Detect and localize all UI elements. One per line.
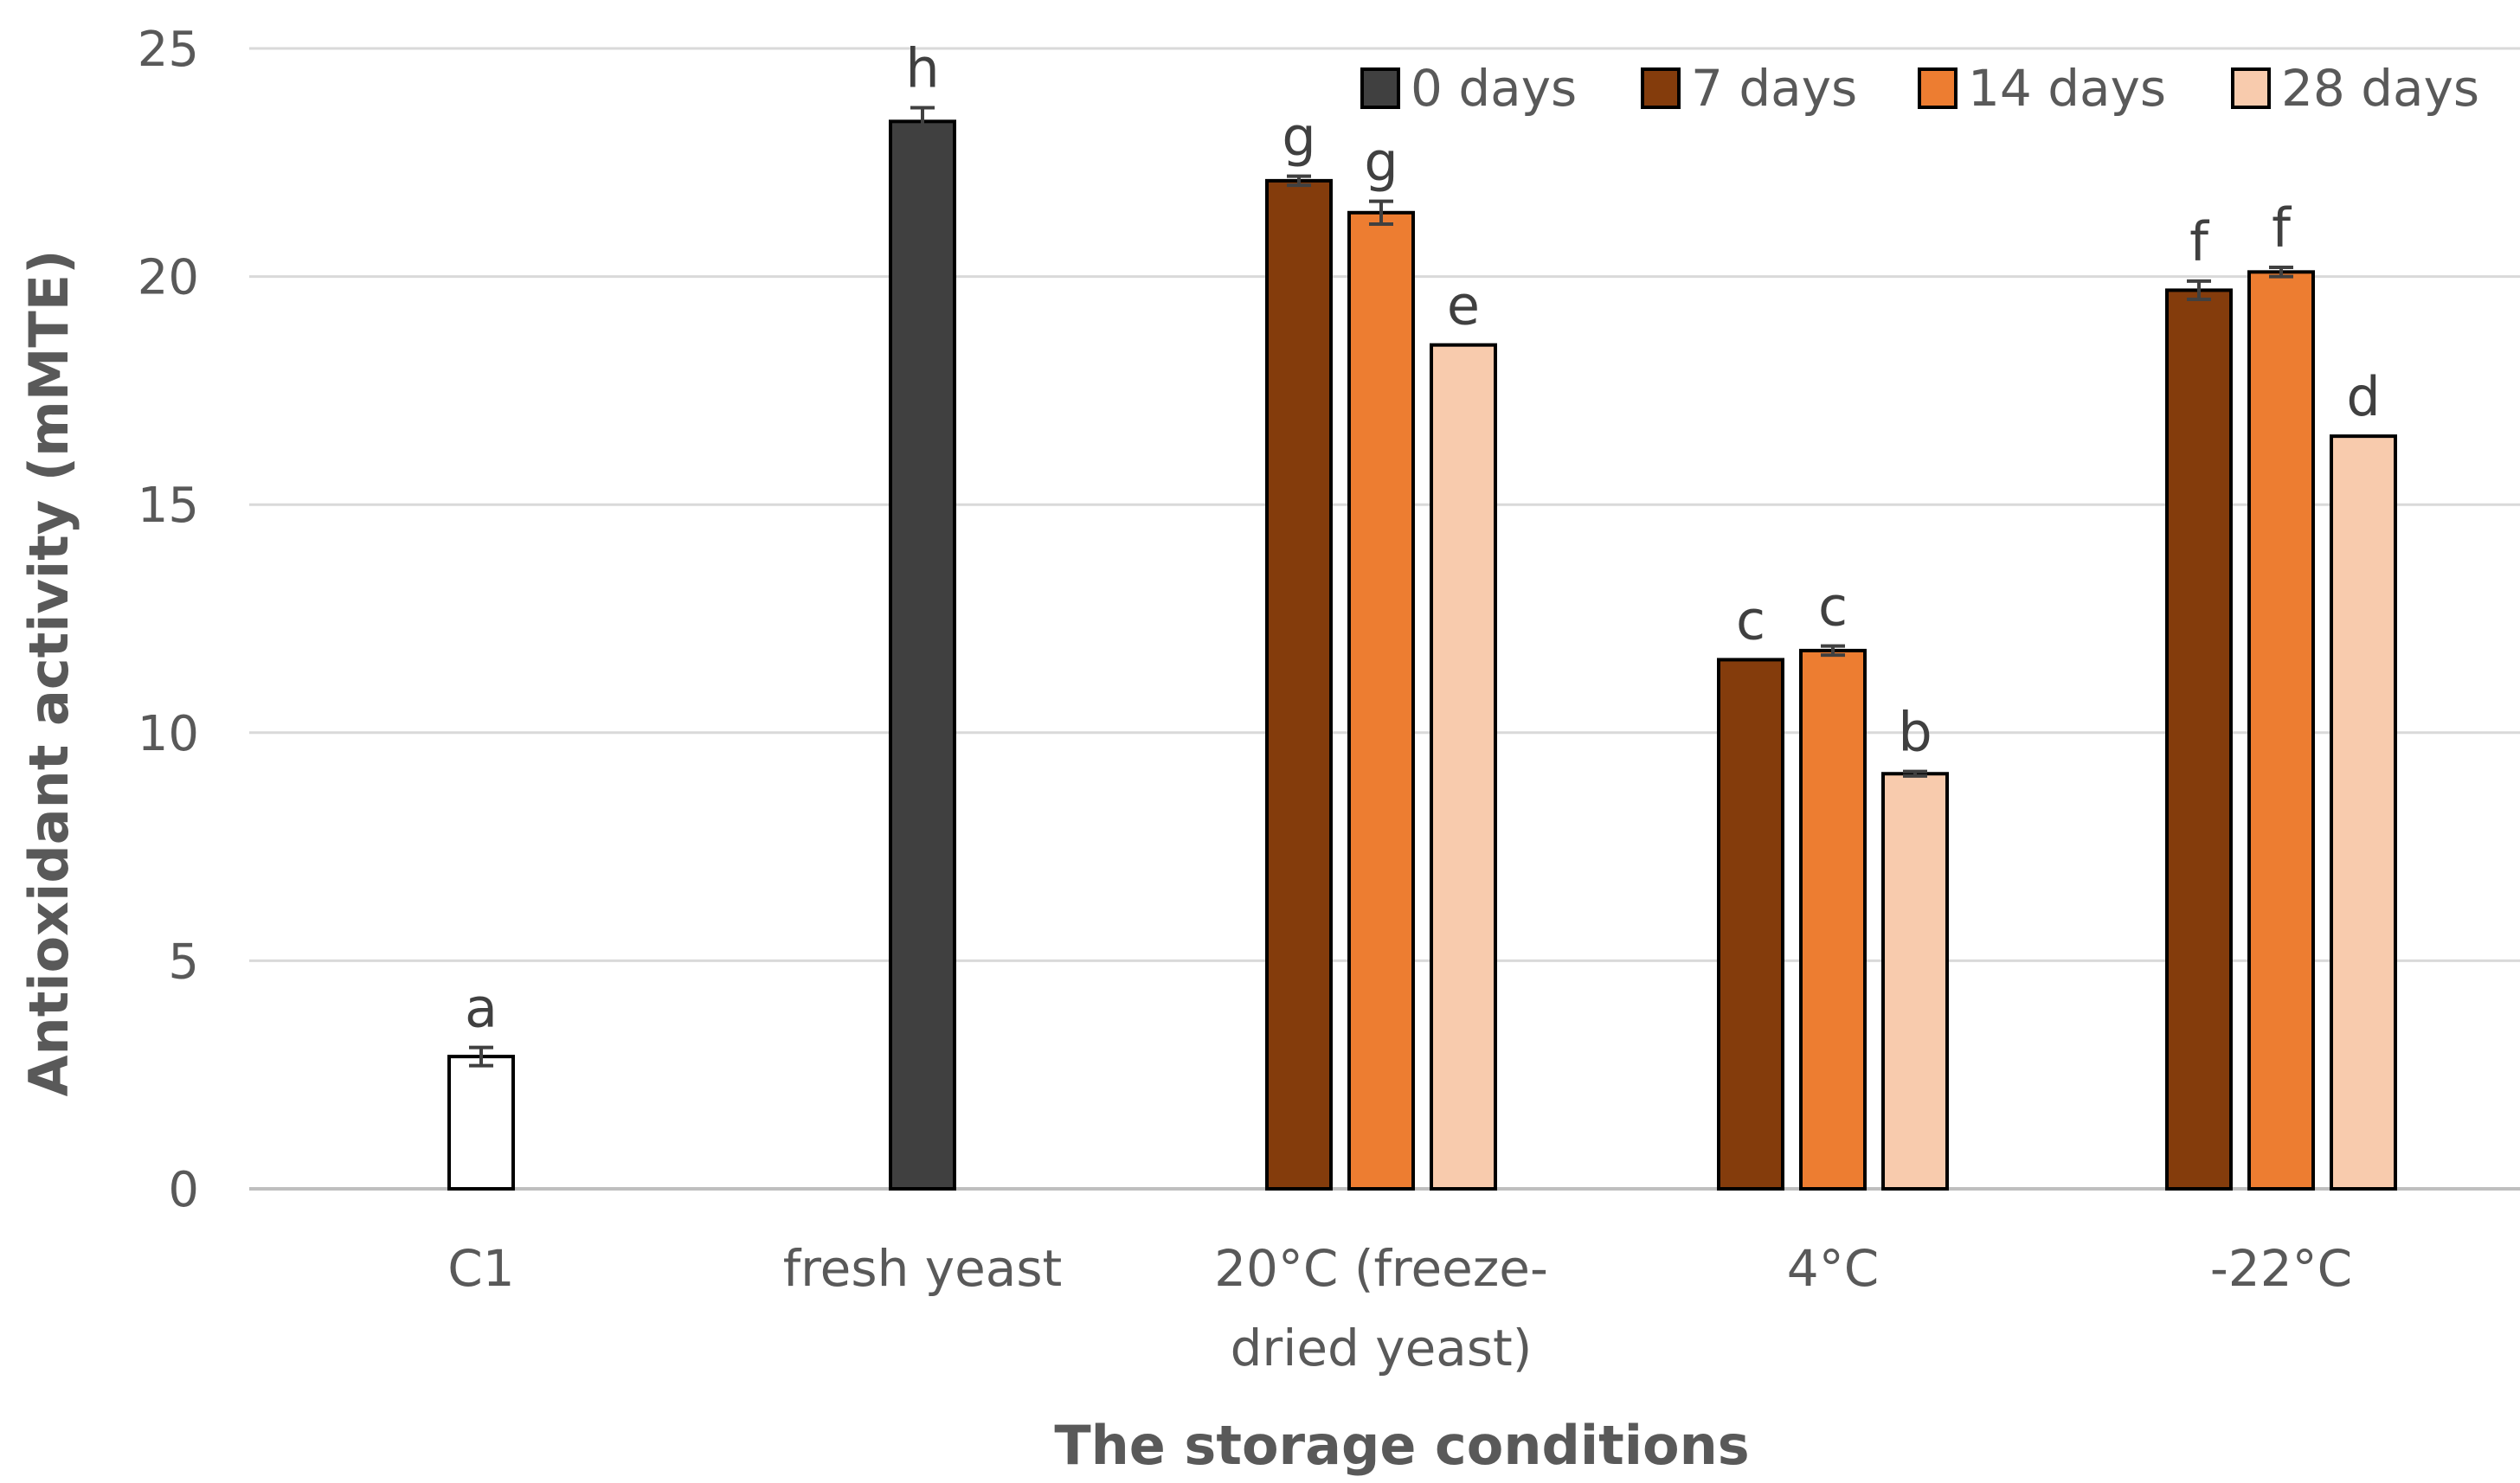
legend-item: 0 days	[1360, 59, 1577, 118]
legend-item: 14 days	[1918, 59, 2166, 118]
legend-swatch	[1360, 67, 1400, 109]
error-bar-path	[1369, 199, 1393, 226]
bar	[1717, 658, 1784, 1191]
legend-label: 28 days	[2281, 59, 2479, 118]
significance-label: g	[1364, 131, 1398, 194]
y-axis-title: Antioxidant activity (mMTE)	[17, 250, 80, 1097]
legend-label: 0 days	[1411, 59, 1577, 118]
significance-labels: ahg gec cbf fd	[465, 37, 2381, 1040]
y-tick-label: 0	[168, 1162, 199, 1218]
bar	[1430, 343, 1497, 1191]
error-bar	[2187, 279, 2211, 301]
error-bar	[1903, 769, 1927, 778]
error-bar-path	[469, 1045, 493, 1068]
bar	[447, 1055, 515, 1191]
bar	[1265, 178, 1333, 1191]
bar	[2165, 288, 2233, 1191]
error-bars	[469, 106, 2293, 1068]
x-category-label: dried yeast)	[1231, 1319, 1533, 1377]
error-bar-path	[1903, 769, 1927, 778]
x-category-label: 20°C (freeze-	[1214, 1239, 1548, 1298]
x-category-label: 4°C	[1787, 1239, 1879, 1298]
legend: 0 days 7 days 14 days 28 days	[1360, 59, 2479, 118]
y-tick-labels: 0 5 10 15 20 25	[138, 22, 199, 1218]
legend-item: 7 days	[1641, 59, 1857, 118]
legend-item: 28 days	[2231, 59, 2479, 118]
bar	[2330, 434, 2397, 1191]
bar	[1799, 648, 1867, 1191]
legend-swatch	[2231, 67, 2271, 109]
y-tick-label: 25	[138, 22, 199, 78]
significance-label: f	[2272, 196, 2292, 260]
significance-label: g	[1282, 106, 1315, 169]
error-bar	[2269, 266, 2293, 279]
y-tick-label: 10	[138, 706, 199, 762]
legend-swatch	[1641, 67, 1681, 109]
x-axis-title: The storage conditions	[1054, 1414, 1749, 1477]
bar	[889, 119, 956, 1191]
legend-swatch	[1918, 67, 1958, 109]
error-bar	[1369, 199, 1393, 226]
y-tick-label: 5	[168, 934, 199, 990]
significance-label: h	[905, 37, 939, 100]
error-bar-path	[1821, 644, 1845, 658]
bar	[2247, 270, 2315, 1191]
bars	[447, 119, 2397, 1191]
significance-label: f	[2189, 210, 2210, 273]
significance-label: b	[1898, 701, 1932, 764]
significance-label: c	[1818, 575, 1848, 639]
significance-label: a	[465, 977, 498, 1040]
legend-label: 7 days	[1691, 59, 1857, 118]
error-bar	[1287, 174, 1311, 188]
y-tick-label: 15	[138, 478, 199, 534]
error-bar-path	[2187, 279, 2211, 301]
x-category-label: C1	[447, 1239, 514, 1298]
error-bar	[910, 106, 935, 138]
x-category-label: fresh yeast	[783, 1239, 1063, 1298]
error-bar	[469, 1045, 493, 1068]
error-bar	[1821, 644, 1845, 658]
x-category-label: -22°C	[2210, 1239, 2352, 1298]
error-bar-path	[1287, 174, 1311, 188]
legend-label: 14 days	[1968, 59, 2166, 118]
error-bar-path	[2269, 266, 2293, 279]
y-tick-label: 20	[138, 250, 199, 306]
significance-label: e	[1447, 274, 1480, 337]
error-bar-path	[910, 106, 935, 138]
bar	[1881, 772, 1949, 1191]
x-category-labels: C1 fresh yeast 20°C (freeze-dried yeast) 4°…	[447, 1239, 2352, 1377]
significance-label: d	[2346, 365, 2380, 428]
bar	[1347, 210, 1415, 1191]
significance-label: c	[1736, 588, 1765, 652]
